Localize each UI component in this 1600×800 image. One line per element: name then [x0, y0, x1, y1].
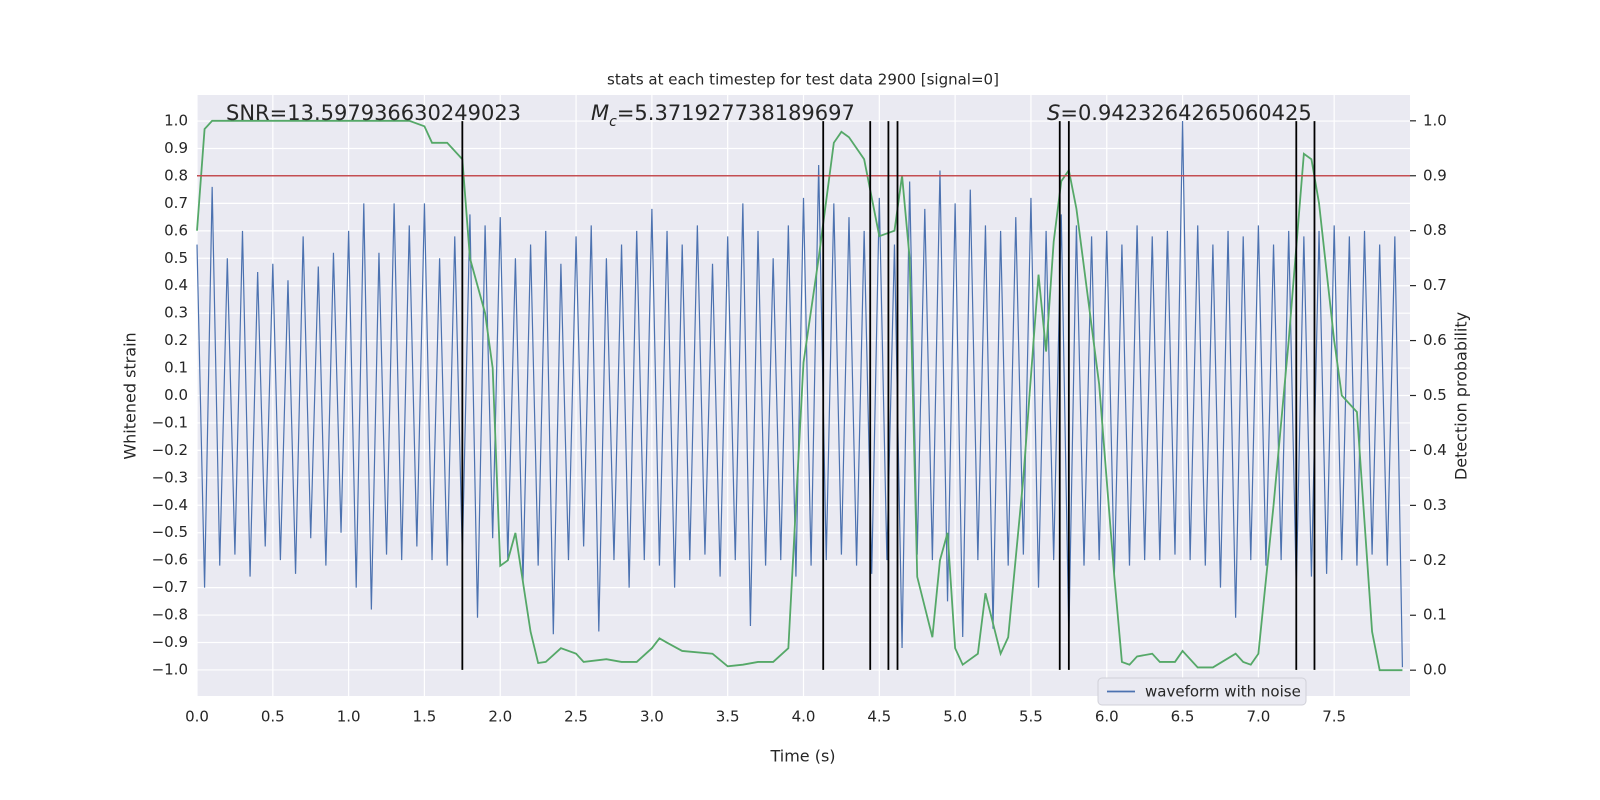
y2-axis-label: Detection probability: [1452, 312, 1471, 480]
x-tick-label: 0.0: [185, 708, 209, 726]
annotation: Mc=5.371927738189697: [591, 101, 855, 130]
x-tick-label: 3.0: [640, 708, 664, 726]
y2-tick-label: 0.4: [1423, 441, 1447, 459]
y-tick-label: −1.0: [152, 660, 188, 678]
annotation-part: =5.371927738189697: [617, 101, 855, 125]
x-tick-label: 2.5: [564, 708, 588, 726]
x-axis-label: Time (s): [769, 747, 835, 766]
y-tick-label: 0.5: [164, 249, 188, 267]
x-tick-label: 3.5: [716, 708, 740, 726]
x-tick-label: 4.5: [867, 708, 891, 726]
y-tick-label: 0.9: [164, 139, 188, 157]
y2-tick-label: 1.0: [1423, 111, 1447, 129]
y-tick-label: −0.6: [152, 551, 188, 569]
y-tick-label: 0.3: [164, 304, 188, 322]
annotation-part: S: [1047, 101, 1060, 125]
y-tick-label: 0.0: [164, 386, 188, 404]
y2-tick-label: 0.9: [1423, 166, 1447, 184]
chart-title: stats at each timestep for test data 290…: [607, 71, 999, 89]
y-tick-label: 0.2: [164, 331, 188, 349]
x-tick-label: 5.0: [943, 708, 967, 726]
y-tick-label: −0.8: [152, 606, 188, 624]
annotation-part: c: [609, 114, 617, 130]
y-tick-label: 0.4: [164, 276, 188, 294]
x-tick-label: 4.0: [792, 708, 816, 726]
y2-tick-label: 0.5: [1423, 386, 1447, 404]
y-tick-label: 0.6: [164, 221, 188, 239]
y-tick-label: 0.1: [164, 359, 188, 377]
y-tick-label: −0.7: [152, 578, 188, 596]
x-tick-label: 5.5: [1019, 708, 1043, 726]
annotation: SNR=13.597936630249023: [226, 101, 521, 125]
y-tick-label: 0.7: [164, 194, 188, 212]
y-tick-label: −0.1: [152, 413, 188, 431]
series-line: [196, 119, 1403, 672]
x-tick-label: 6.5: [1171, 708, 1195, 726]
y2-tick-label: 0.0: [1423, 661, 1447, 679]
x-tick-label: 7.0: [1246, 708, 1270, 726]
y2-tick-label: 0.3: [1423, 496, 1447, 514]
legend-label: waveform with noise: [1145, 683, 1301, 701]
annotation-part: M: [591, 101, 609, 125]
y2-tick-label: 0.1: [1423, 606, 1447, 624]
y2-tick-label: 0.7: [1423, 276, 1447, 294]
x-tick-label: 0.5: [261, 708, 285, 726]
x-tick-label: 1.0: [337, 708, 361, 726]
x-tick-label: 6.0: [1095, 708, 1119, 726]
y-tick-label: −0.5: [152, 523, 188, 541]
y2-tick-label: 0.8: [1423, 221, 1447, 239]
x-tick-label: 2.0: [488, 708, 512, 726]
y-tick-label: −0.9: [152, 633, 188, 651]
y-tick-label: −0.3: [152, 468, 188, 486]
series-line: [196, 121, 1404, 668]
y2-tick-label: 0.2: [1423, 551, 1447, 569]
x-tick-label: 7.5: [1322, 708, 1346, 726]
annotation-part: =0.9423264265060425: [1060, 101, 1311, 125]
y-tick-label: 1.0: [164, 112, 188, 130]
y-tick-label: −0.4: [152, 496, 188, 514]
y-axis-label: Whitened strain: [121, 332, 140, 459]
y-tick-label: 0.8: [164, 166, 188, 184]
annotation-part: SNR=13.597936630249023: [226, 101, 521, 125]
legend-box: [1097, 677, 1307, 706]
y-tick-label: −0.2: [152, 441, 188, 459]
x-tick-label: 1.5: [413, 708, 437, 726]
annotation: S=0.9423264265060425: [1047, 101, 1312, 125]
y2-tick-label: 0.6: [1423, 331, 1447, 349]
